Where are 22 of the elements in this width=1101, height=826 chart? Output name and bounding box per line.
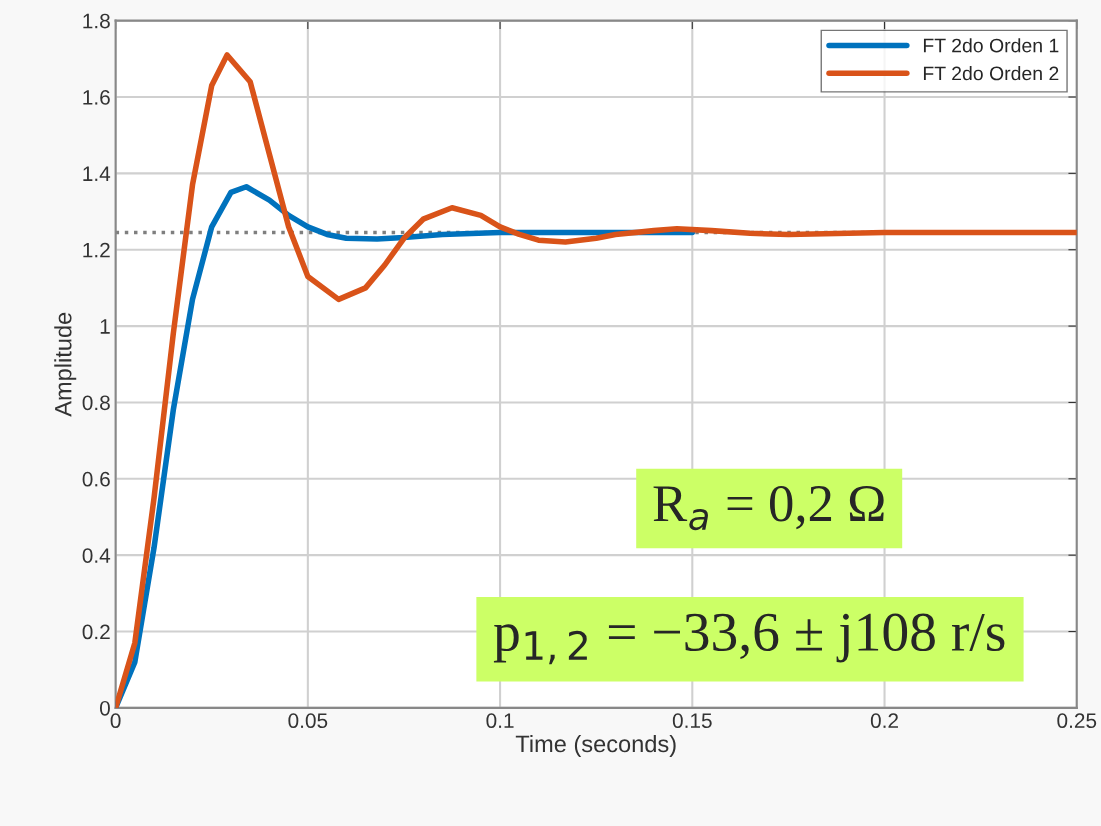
y-tick-label: 1 xyxy=(100,319,110,334)
legend-label: FT 2do Orden 1 xyxy=(923,38,1059,53)
y-tick-label: 1.4 xyxy=(83,166,111,181)
x-tick-label: 0.1 xyxy=(486,713,514,729)
x-tick-label: 0 xyxy=(110,713,121,729)
x-tick-label: 0.2 xyxy=(870,713,898,729)
y-tick-label: 0.2 xyxy=(82,624,110,640)
x-tick-label: 0.05 xyxy=(288,713,328,729)
y-tick-label: 0 xyxy=(99,700,110,716)
y-axis-title: Amplitude xyxy=(54,312,77,417)
legend-label: FT 2do Orden 2 xyxy=(923,66,1059,81)
x-tick-label: 0.15 xyxy=(672,713,712,729)
y-tick-label: 1.8 xyxy=(83,13,110,29)
annotation: R$_{a}$ = 0,2 Ω xyxy=(653,485,884,531)
x-tick-label: 0.25 xyxy=(1057,713,1097,729)
y-tick-label: 0.6 xyxy=(82,471,110,487)
y-tick-label: 1.2 xyxy=(83,242,110,258)
x-axis-title: Time (seconds) xyxy=(515,734,676,757)
y-tick-label: 0.4 xyxy=(82,548,111,563)
y-tick-label: 1.6 xyxy=(83,90,110,105)
y-tick-label: 0.8 xyxy=(82,395,110,411)
annotation: p$_{1,2}$ = −33,6 ± j108 r/s xyxy=(493,613,1005,665)
